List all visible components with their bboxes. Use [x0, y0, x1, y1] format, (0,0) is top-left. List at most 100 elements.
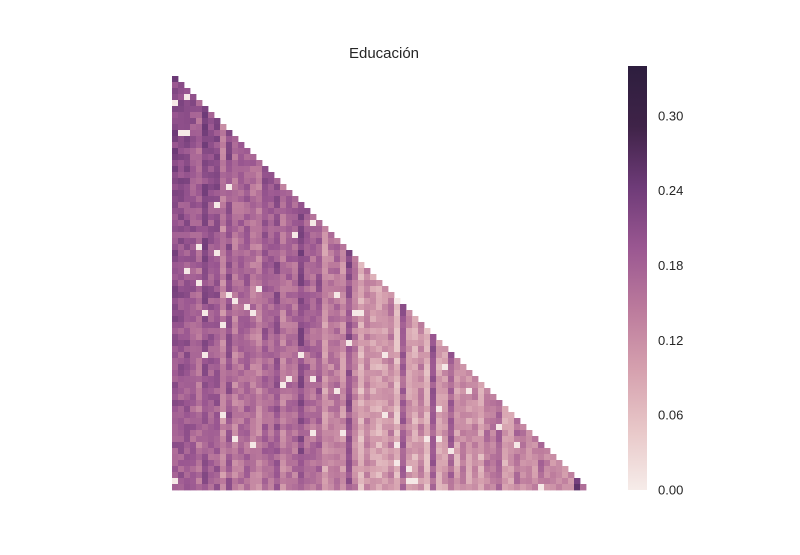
heatmap-cell [220, 292, 227, 299]
heatmap-cell [172, 190, 179, 197]
heatmap-cell [364, 316, 371, 323]
heatmap-cell [244, 178, 251, 185]
heatmap-cell [376, 340, 383, 347]
heatmap-cell [358, 310, 365, 317]
heatmap-cell [370, 430, 377, 437]
heatmap-cell [298, 274, 305, 281]
heatmap-cell [214, 226, 221, 233]
heatmap-cell [238, 184, 245, 191]
heatmap-cell [388, 436, 395, 443]
heatmap-cell [304, 460, 311, 467]
heatmap-cell [388, 292, 395, 299]
heatmap-cell [172, 202, 179, 209]
heatmap-cell [532, 448, 539, 455]
heatmap-cell [370, 484, 377, 491]
heatmap-cell [370, 400, 377, 407]
heatmap-cell [310, 238, 317, 245]
heatmap-cell [238, 280, 245, 287]
heatmap-cell [406, 436, 413, 443]
heatmap-cell [226, 460, 233, 467]
heatmap-cell [436, 388, 443, 395]
heatmap-cell [232, 316, 239, 323]
heatmap-cell [292, 322, 299, 329]
heatmap-cell [520, 424, 527, 431]
heatmap-cell [202, 124, 209, 131]
heatmap-cell [190, 142, 197, 149]
heatmap-cell [334, 448, 341, 455]
heatmap-cell [268, 340, 275, 347]
heatmap-cell [304, 400, 311, 407]
heatmap-cell [460, 430, 467, 437]
heatmap-cell [340, 292, 347, 299]
heatmap-cell [340, 418, 347, 425]
heatmap-cell [280, 454, 287, 461]
heatmap-cell [304, 412, 311, 419]
heatmap-cell [178, 94, 185, 101]
heatmap-cell [178, 262, 185, 269]
heatmap-cell [310, 364, 317, 371]
heatmap-cell [196, 478, 203, 485]
heatmap-cell [184, 388, 191, 395]
heatmap-cell [472, 406, 479, 413]
heatmap-cell [352, 448, 359, 455]
heatmap-cell [514, 430, 521, 437]
heatmap-cell [424, 406, 431, 413]
heatmap-cell [490, 424, 497, 431]
heatmap-cell [418, 430, 425, 437]
heatmap-cell [550, 454, 557, 461]
heatmap-cell [196, 454, 203, 461]
heatmap-cell [322, 280, 329, 287]
heatmap-cell [352, 430, 359, 437]
heatmap-cell [334, 424, 341, 431]
heatmap-cell [346, 418, 353, 425]
heatmap-cell [298, 322, 305, 329]
heatmap-cell [232, 226, 239, 233]
heatmap-cell [208, 190, 215, 197]
heatmap-cell [214, 274, 221, 281]
heatmap-cell [268, 214, 275, 221]
heatmap-cell [310, 232, 317, 239]
heatmap-cell [322, 328, 329, 335]
heatmap-cell [202, 130, 209, 137]
heatmap-cell [574, 484, 581, 491]
heatmap-cell [466, 442, 473, 449]
heatmap-cell [292, 328, 299, 335]
heatmap-cell [280, 400, 287, 407]
heatmap-cell [184, 454, 191, 461]
heatmap-cell [220, 316, 227, 323]
heatmap-cell [418, 394, 425, 401]
heatmap-cell [346, 424, 353, 431]
heatmap-cell [298, 220, 305, 227]
heatmap-cell [322, 364, 329, 371]
heatmap-cell [490, 418, 497, 425]
heatmap-cell [472, 442, 479, 449]
heatmap-cell [304, 484, 311, 491]
heatmap-cell [238, 232, 245, 239]
heatmap-cell [328, 364, 335, 371]
heatmap-cell [226, 202, 233, 209]
heatmap-cell [196, 100, 203, 107]
heatmap-cell [292, 424, 299, 431]
heatmap-cell [352, 304, 359, 311]
heatmap-cell [316, 394, 323, 401]
heatmap-cell [250, 316, 257, 323]
heatmap-cell [538, 454, 545, 461]
heatmap-cell [406, 358, 413, 365]
heatmap-cell [412, 472, 419, 479]
heatmap-cell [316, 382, 323, 389]
heatmap-cell [322, 346, 329, 353]
heatmap-cell [454, 358, 461, 365]
heatmap-cell [226, 226, 233, 233]
heatmap-cell [184, 322, 191, 329]
heatmap-cell [298, 334, 305, 341]
heatmap-cell [376, 406, 383, 413]
heatmap-cell [214, 454, 221, 461]
heatmap-cell [436, 478, 443, 485]
heatmap-cell [346, 298, 353, 305]
heatmap-cell [388, 466, 395, 473]
heatmap-cell [214, 388, 221, 395]
heatmap-cell [340, 346, 347, 353]
heatmap-cell [172, 448, 179, 455]
heatmap-cell [256, 394, 263, 401]
heatmap-cell [406, 310, 413, 317]
